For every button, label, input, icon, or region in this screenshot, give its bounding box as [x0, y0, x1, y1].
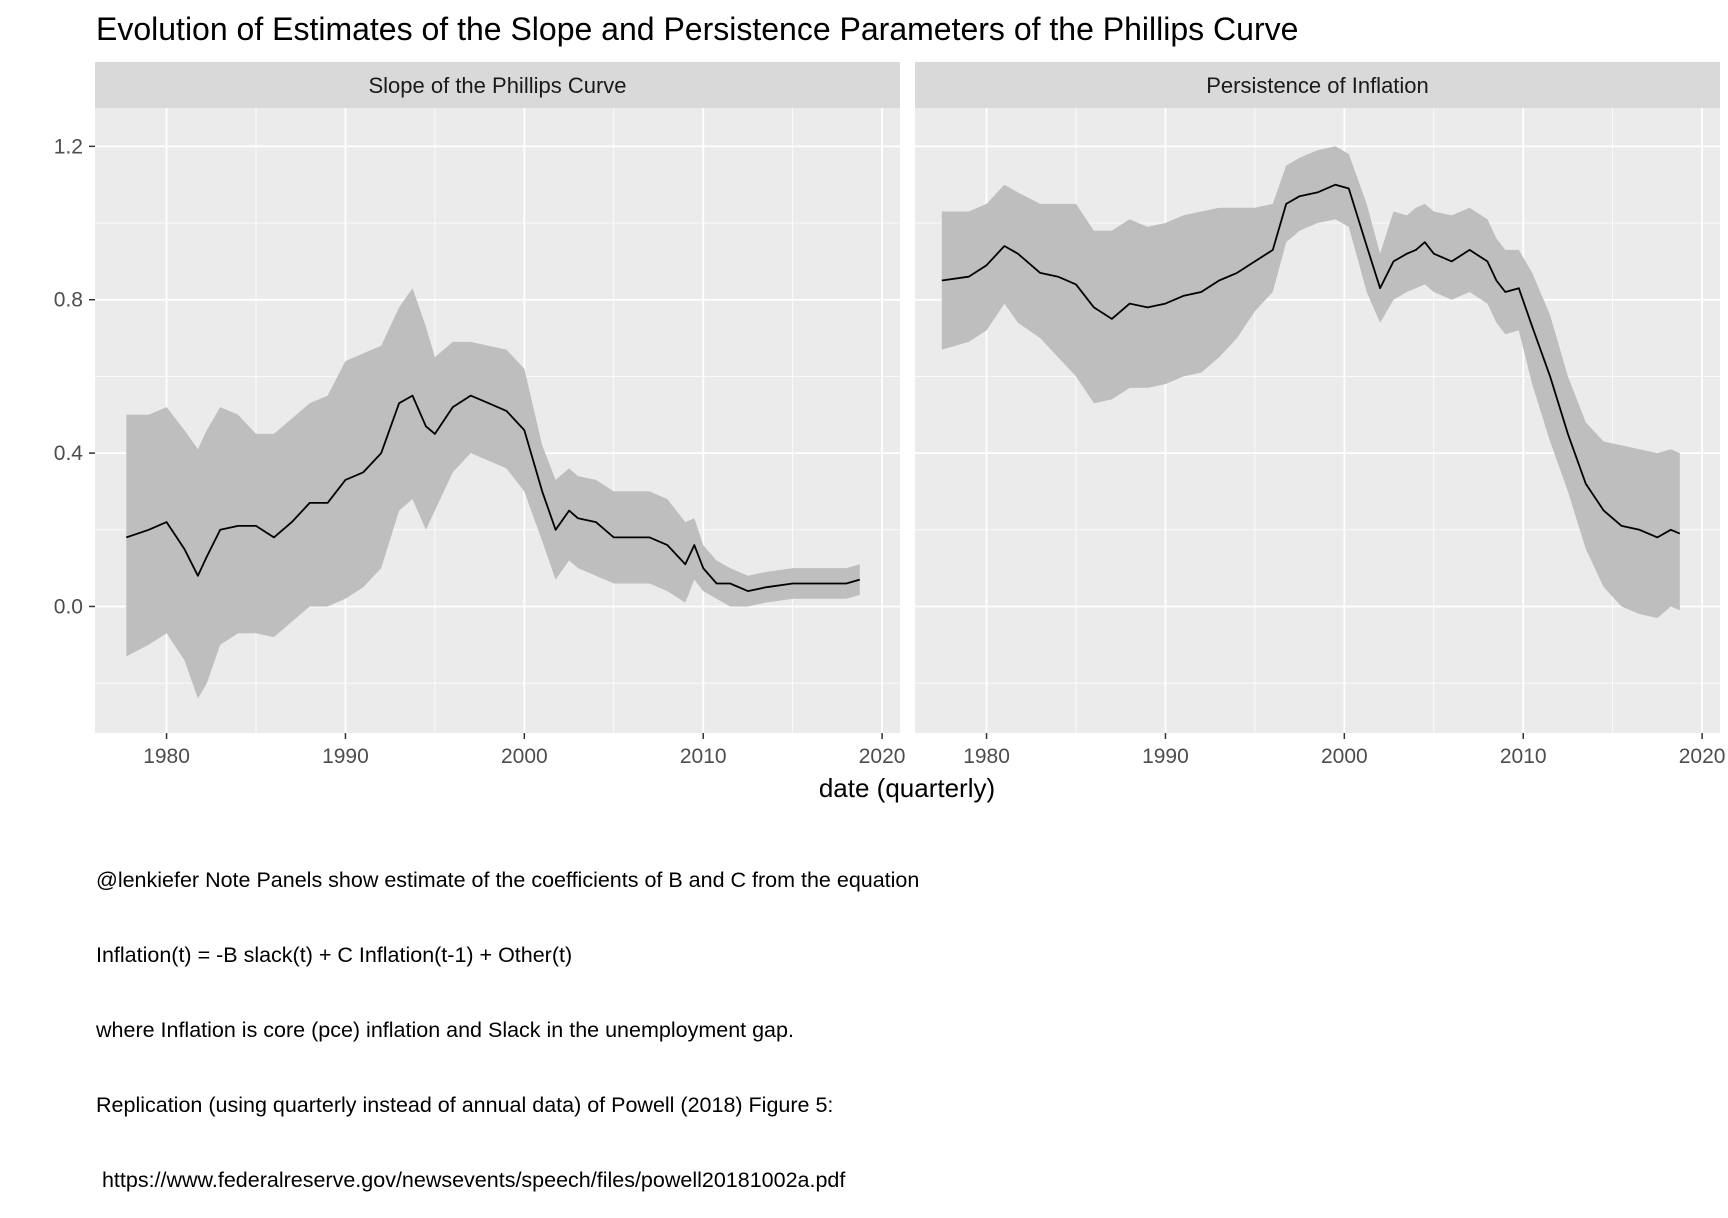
- strip-background: [95, 62, 900, 108]
- panel-persistence: Persistence of Inflation: [915, 62, 1720, 733]
- x-tick-label: 2020: [859, 745, 906, 768]
- caption-line-3: where Inflation is core (pce) inflation …: [96, 1018, 794, 1042]
- chart-title: Evolution of Estimates of the Slope and …: [96, 11, 1298, 47]
- caption-line-1: @lenkiefer Note Panels show estimate of …: [96, 868, 920, 892]
- caption: @lenkiefer Note Panels show estimate of …: [96, 818, 919, 1218]
- y-axis: 0.0 0.4 0.8 1.2: [54, 135, 95, 618]
- x-tick-label: 2020: [1679, 745, 1726, 768]
- confidence-band: [126, 288, 860, 699]
- confidence-band: [941, 146, 1680, 619]
- x-tick-label: 1990: [1142, 745, 1189, 768]
- x-tick-label: 1990: [322, 745, 369, 768]
- x-axis: 1980 1990 2000 2010 2020 1980 1990 2000 2010 2020: [143, 733, 1725, 768]
- x-tick-label: 1980: [963, 745, 1010, 768]
- y-tick-label: 0.8: [54, 289, 83, 312]
- y-tick-label: 0.4: [54, 442, 84, 465]
- strip-label: Slope of the Phillips Curve: [368, 73, 626, 98]
- x-axis-title: date (quarterly): [819, 773, 995, 803]
- strip-label: Persistence of Inflation: [1206, 73, 1429, 98]
- y-tick-label: 0.0: [54, 595, 83, 618]
- x-tick-label: 2010: [1500, 745, 1547, 768]
- x-tick-label: 2000: [501, 745, 548, 768]
- estimate-line: [126, 394, 861, 592]
- caption-line-5: https://www.federalreserve.gov/newsevent…: [96, 1168, 846, 1192]
- y-tick-label: 1.2: [54, 135, 83, 158]
- caption-line-2: Inflation(t) = -B slack(t) + C Inflation…: [96, 943, 573, 967]
- x-tick-label: 2000: [1321, 745, 1368, 768]
- estimate-line: [941, 183, 1681, 539]
- x-tick-label: 1980: [143, 745, 190, 768]
- strip-background: [915, 62, 1720, 108]
- caption-line-4: Replication (using quarterly instead of …: [96, 1093, 834, 1117]
- chart: Evolution of Estimates of the Slope and …: [54, 11, 1726, 803]
- panel-slope: Slope of the Phillips Curve: [95, 62, 900, 733]
- x-tick-label: 2010: [680, 745, 727, 768]
